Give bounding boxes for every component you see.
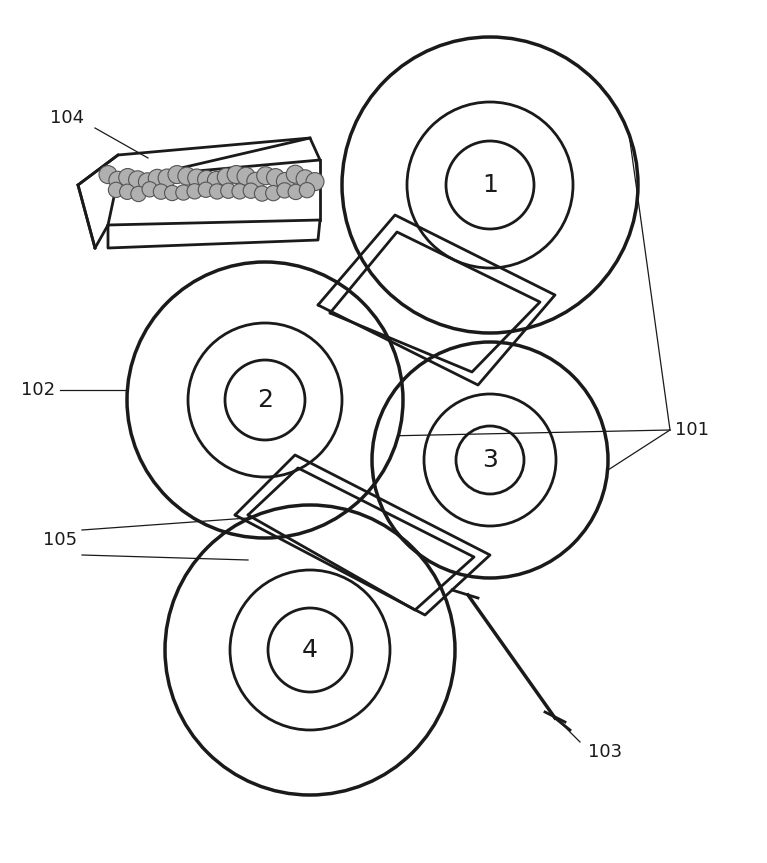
Text: 104: 104 [50, 109, 84, 127]
Circle shape [207, 172, 225, 190]
Circle shape [142, 181, 157, 197]
Circle shape [119, 168, 137, 186]
Circle shape [108, 182, 123, 198]
Circle shape [277, 183, 292, 198]
Circle shape [267, 168, 285, 186]
Circle shape [227, 166, 245, 184]
Circle shape [237, 167, 255, 186]
Circle shape [286, 165, 304, 183]
Circle shape [176, 185, 191, 200]
Circle shape [129, 171, 146, 189]
Text: 103: 103 [588, 743, 622, 761]
Text: 102: 102 [21, 381, 55, 399]
Text: 105: 105 [43, 531, 77, 549]
Circle shape [188, 169, 206, 187]
Circle shape [209, 184, 225, 199]
Circle shape [306, 173, 324, 191]
Circle shape [109, 171, 127, 189]
Circle shape [198, 182, 213, 198]
Circle shape [148, 169, 166, 187]
Circle shape [247, 173, 265, 190]
Text: 3: 3 [482, 448, 498, 472]
Circle shape [198, 170, 216, 188]
Circle shape [178, 167, 196, 186]
Circle shape [288, 185, 304, 199]
Circle shape [187, 184, 202, 199]
Circle shape [243, 183, 258, 198]
Circle shape [217, 168, 235, 186]
Circle shape [120, 184, 135, 199]
Circle shape [265, 186, 281, 201]
Circle shape [165, 186, 179, 201]
Circle shape [131, 186, 146, 202]
Circle shape [221, 183, 236, 198]
Circle shape [296, 170, 314, 188]
Text: 101: 101 [675, 421, 709, 439]
Circle shape [138, 173, 156, 191]
Text: 1: 1 [482, 173, 498, 197]
Circle shape [257, 167, 275, 185]
Circle shape [232, 184, 247, 199]
Circle shape [153, 184, 169, 199]
Circle shape [299, 182, 314, 198]
Text: 4: 4 [302, 638, 318, 662]
Text: 2: 2 [257, 388, 273, 412]
Circle shape [168, 166, 186, 184]
Circle shape [99, 166, 117, 184]
Circle shape [276, 173, 295, 191]
Circle shape [158, 169, 176, 187]
Circle shape [255, 186, 270, 201]
